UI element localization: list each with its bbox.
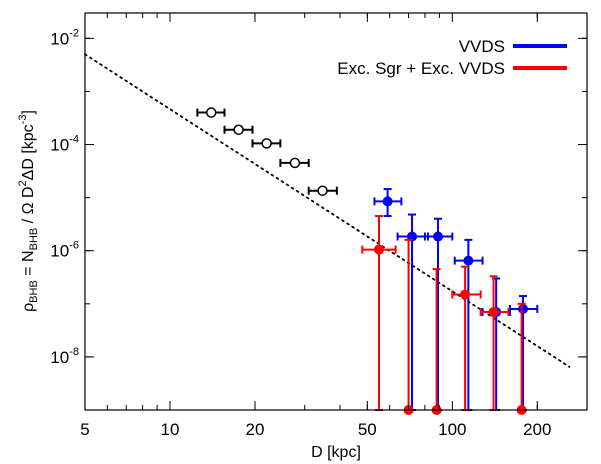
data-point [289,157,301,169]
y-tick-label: 10-6 [50,240,79,261]
x-tick-label: 10 [161,420,180,439]
data-point [488,307,499,318]
data-point [317,185,328,196]
data-point [382,196,393,207]
legend: VVDS Exc. Sgr + Exc. VVDS [337,37,567,78]
x-tick-label: 5 [80,420,89,439]
y-tick-label: 10-8 [50,346,79,367]
series-exc-sgr-exc-vvds [361,215,527,415]
data-point [205,107,217,118]
data-point [374,244,385,255]
data-point [233,124,244,135]
plot-frame [84,12,588,411]
x-tick-label: 200 [523,420,551,439]
x-tick-label: 50 [358,420,377,439]
data-point [463,255,474,266]
fit-line [84,53,571,368]
legend-label: Exc. Sgr + Exc. VVDS [337,59,505,78]
data-point [460,289,471,300]
data-point [517,303,528,314]
data-point [433,231,444,242]
data-point [261,138,272,149]
x-tick-label: 20 [246,420,265,439]
plot-marks [84,53,571,415]
legend-label: VVDS [459,37,505,56]
axes: 5 10 20 50 100 200 10-2 10-4 10-6 10-8 [50,13,588,439]
series-vvds [373,188,539,411]
y-axis-title: ρBHB = NBHB / Ω D2ΔD [kpc-3] [17,110,40,312]
data-point [407,231,418,242]
series-reference [196,107,338,196]
x-axis-title: D [kpc] [311,444,361,461]
y-tick-label: 10-4 [50,134,79,155]
y-tick-label: 10-2 [50,27,79,48]
x-tick-label: 100 [438,420,466,439]
